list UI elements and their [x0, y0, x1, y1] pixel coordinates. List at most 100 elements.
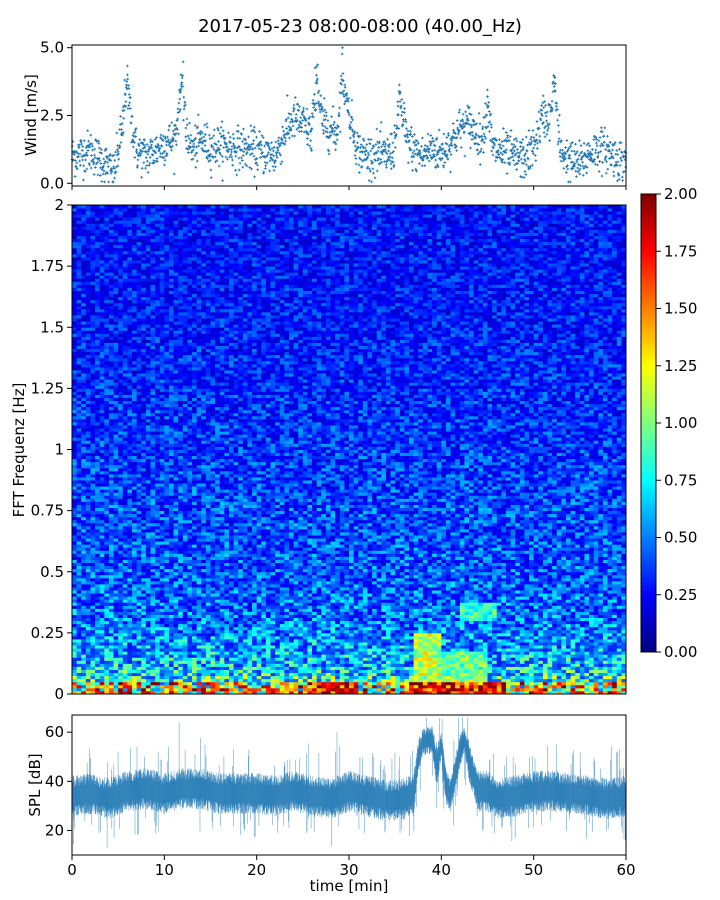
spectrogram-cell	[353, 620, 359, 625]
spectrogram-cell	[547, 596, 553, 600]
spectrogram-cell	[492, 596, 498, 600]
spectrogram-cell	[422, 642, 428, 646]
spectrogram-cell	[108, 684, 114, 689]
spectrogram-cell	[307, 675, 313, 680]
spectrogram-cell	[145, 645, 151, 649]
spectrogram-cell	[136, 666, 142, 670]
spectrogram-cell	[256, 660, 262, 664]
spectrogram-cell	[353, 587, 359, 591]
spectrogram-cell	[344, 611, 350, 615]
spectrogram-cell	[515, 690, 521, 695]
spectrogram-cell	[238, 675, 244, 680]
spectrogram-cell	[358, 632, 364, 637]
spectrogram-cell	[390, 666, 396, 670]
spectrogram-cell	[95, 666, 101, 670]
spectrogram-cell	[95, 657, 101, 661]
spectrogram-cell	[344, 614, 350, 618]
spectrogram-cell	[136, 657, 142, 661]
spectrogram-cell	[367, 599, 373, 603]
spectrogram-cell	[150, 596, 156, 600]
spectrogram-cell	[381, 648, 387, 652]
spectrogram-cell	[201, 651, 207, 655]
spectrogram-cell	[155, 617, 161, 622]
spectrogram-cell	[275, 681, 281, 686]
spectrogram-cell	[335, 654, 341, 658]
spectrogram-cell	[367, 642, 373, 646]
spectrogram-cell	[584, 675, 590, 680]
spectrogram-cell	[362, 590, 368, 594]
spectrogram-cell	[570, 642, 576, 646]
spectrogram-cell	[335, 651, 341, 655]
spectrogram-cell	[390, 681, 396, 686]
spectrogram-cell	[524, 648, 530, 652]
spectrogram-cell	[265, 635, 271, 640]
spectrogram-cell	[279, 660, 285, 664]
spectrogram-cell	[182, 684, 188, 689]
spectrogram-cell	[201, 645, 207, 649]
spectrogram-cell	[233, 596, 239, 600]
spectrogram-cell	[238, 599, 244, 603]
spectrogram-cell	[256, 596, 262, 600]
spectrogram-cell	[118, 580, 124, 585]
spectrogram-cell	[279, 684, 285, 689]
spectrogram-cell	[575, 577, 581, 582]
spectrogram-cell	[344, 608, 350, 612]
spectrogram-cell	[362, 638, 368, 643]
spectrogram-cell	[542, 651, 548, 655]
spectrogram-cell	[538, 672, 544, 677]
spectrogram-cell	[182, 632, 188, 637]
spectrogram-cell	[353, 675, 359, 680]
spectrogram-cell	[210, 660, 216, 664]
spectrogram-cell	[487, 577, 493, 582]
spectrogram-cell	[196, 608, 202, 612]
spectrogram-cell	[164, 620, 170, 625]
spectrogram-cell	[233, 690, 239, 695]
spectrogram-cell	[533, 620, 539, 625]
spectrogram-cell	[113, 605, 119, 609]
spectrogram-cell	[192, 614, 198, 618]
spectrogram-cell	[409, 687, 415, 692]
spectrogram-cell	[621, 629, 627, 634]
spectrogram-cell	[464, 602, 470, 606]
spectrogram-cell	[344, 587, 350, 591]
spectrogram-cell	[95, 623, 101, 628]
spectrogram-cell	[72, 657, 78, 661]
spectrogram-cell	[150, 620, 156, 625]
spectrogram-cell	[621, 623, 627, 628]
spectrogram-cell	[196, 583, 202, 588]
spectrogram-cell	[288, 583, 294, 588]
spectrogram-cell	[141, 672, 147, 677]
spectrogram-cell	[593, 675, 599, 680]
spectrogram-cell	[482, 675, 488, 680]
spectrogram-cell	[298, 690, 304, 695]
spectrogram-cell	[482, 663, 488, 667]
spectrogram-cell	[349, 632, 355, 637]
spectrogram-cell	[90, 669, 96, 674]
spectrogram-cell	[330, 663, 336, 667]
spectrogram-cell	[584, 678, 590, 683]
spectrogram-cell	[455, 635, 461, 640]
spectrogram-cell	[538, 629, 544, 634]
spectrogram-cell	[464, 669, 470, 674]
spectrogram-cell	[275, 654, 281, 658]
spectrogram-cell	[450, 632, 456, 637]
spectrogram-cell	[390, 614, 396, 618]
spectrogram-cell	[95, 663, 101, 667]
spectrogram-cell	[575, 657, 581, 661]
spectrogram-cell	[252, 675, 258, 680]
spectrogram-cell	[349, 660, 355, 664]
spectrogram-cell	[353, 681, 359, 686]
spectrogram-cell	[529, 654, 535, 658]
spectrogram-cell	[339, 635, 345, 640]
spectrogram-cell	[519, 617, 525, 622]
spectrogram-cell	[168, 626, 174, 631]
spectrogram-cell	[205, 657, 211, 661]
spectrogram-cell	[76, 617, 82, 622]
spectrogram-cell	[113, 623, 119, 628]
spectrogram-cell	[482, 590, 488, 594]
spectrogram-cell	[104, 608, 110, 612]
spectrogram-cell	[108, 626, 114, 631]
spectrogram-cell	[312, 645, 318, 649]
spectrogram-cell	[76, 690, 82, 695]
spectrogram-cell	[233, 565, 239, 570]
